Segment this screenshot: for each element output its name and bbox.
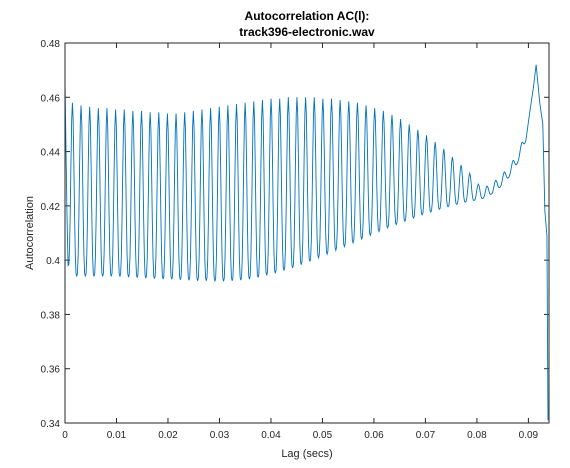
x-tick-label: 0.05 xyxy=(313,430,333,441)
x-tick-label: 0 xyxy=(62,430,68,441)
axes-box xyxy=(64,42,550,424)
y-axis-label: Autocorrelation xyxy=(24,196,36,270)
y-tick-label: 0.4 xyxy=(46,256,60,267)
y-tick-label: 0.48 xyxy=(41,39,61,50)
x-tick-label: 0.09 xyxy=(519,430,539,441)
x-tick-label: 0.03 xyxy=(210,430,230,441)
x-tick-label: 0.01 xyxy=(107,430,127,441)
x-tick-label: 0.04 xyxy=(261,430,281,441)
x-axis-ticks: 0 0.01 0.02 0.03 0.04 0.05 0.06 0.07 0.08 0.09 xyxy=(62,43,539,441)
autocorrelation-series-line xyxy=(64,64,549,421)
y-axis-ticks: 0.34 0.36 0.38 0.4 0.42 0.44 0.46 0.48 xyxy=(41,39,549,430)
x-tick-label: 0.02 xyxy=(158,430,178,441)
y-tick-label: 0.46 xyxy=(41,93,61,104)
x-tick-label: 0.08 xyxy=(467,430,487,441)
x-tick-label: 0.07 xyxy=(416,430,436,441)
y-tick-label: 0.38 xyxy=(41,310,61,321)
y-tick-label: 0.44 xyxy=(41,148,61,159)
x-tick-label: 0.06 xyxy=(364,430,384,441)
chart-title: Autocorrelation AC(l): xyxy=(245,9,370,23)
y-tick-label: 0.36 xyxy=(41,365,61,376)
x-axis-label: Lag (secs) xyxy=(281,448,332,460)
y-tick-label: 0.34 xyxy=(41,419,61,430)
y-tick-label: 0.42 xyxy=(41,202,61,213)
chart-subtitle: track396-electronic.wav xyxy=(239,25,375,39)
plot-area xyxy=(64,64,549,421)
